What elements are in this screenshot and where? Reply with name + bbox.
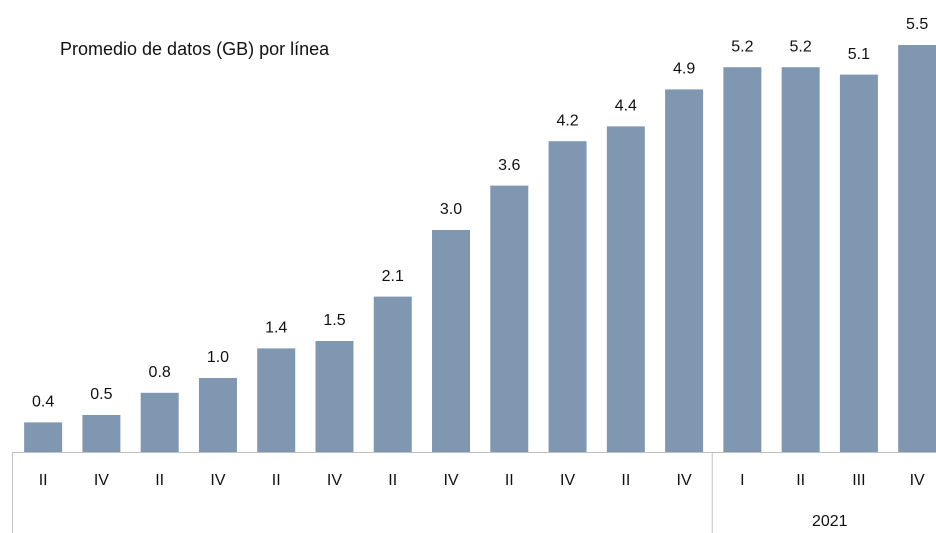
bar <box>24 422 63 452</box>
x-tick-label: I <box>740 472 744 489</box>
x-tick-label: IV <box>327 472 342 489</box>
data-label: 0.5 <box>90 386 112 403</box>
data-label: 5.2 <box>731 38 753 55</box>
bar <box>198 378 237 452</box>
bar <box>315 341 354 452</box>
x-tick-label: IV <box>443 472 458 489</box>
data-label: 5.5 <box>906 16 928 33</box>
x-tick-label: II <box>155 472 164 489</box>
data-label: 4.9 <box>673 61 695 78</box>
data-label: 2.1 <box>382 268 404 285</box>
data-label: 1.4 <box>265 320 287 337</box>
bar <box>432 230 471 452</box>
group-label: 2021 <box>812 513 848 530</box>
data-label: 4.2 <box>556 112 578 129</box>
bar <box>373 296 412 452</box>
data-label: 5.1 <box>848 46 870 63</box>
bar <box>140 392 179 452</box>
bar <box>606 126 645 453</box>
x-tick-label: II <box>39 472 48 489</box>
x-tick-label: IV <box>210 472 225 489</box>
x-tick-label: IV <box>560 472 575 489</box>
bar <box>665 89 704 453</box>
bar <box>839 74 878 452</box>
bar <box>723 67 762 452</box>
bar <box>490 185 529 452</box>
x-tick-label: II <box>388 472 397 489</box>
bar <box>82 415 121 452</box>
x-tick-label: II <box>621 472 630 489</box>
data-label: 0.4 <box>32 394 54 411</box>
x-tick-label: II <box>505 472 514 489</box>
bar <box>257 348 296 452</box>
x-tick-label: II <box>272 472 281 489</box>
x-tick-label: IV <box>94 472 109 489</box>
bar <box>898 45 936 452</box>
x-tick-label: IV <box>677 472 692 489</box>
data-label: 3.0 <box>440 201 462 218</box>
data-label: 0.8 <box>149 364 171 381</box>
data-label: 1.0 <box>207 349 229 366</box>
data-label: 4.4 <box>615 98 637 115</box>
bar <box>781 67 820 452</box>
data-label: 1.5 <box>323 312 345 329</box>
bar <box>548 141 587 452</box>
data-label: 5.2 <box>790 38 812 55</box>
data-label: 3.6 <box>498 157 520 174</box>
x-tick-label: IV <box>910 472 925 489</box>
x-tick-label: II <box>796 472 805 489</box>
x-tick-label: III <box>852 472 865 489</box>
chart-title: Promedio de datos (GB) por línea <box>60 39 330 59</box>
